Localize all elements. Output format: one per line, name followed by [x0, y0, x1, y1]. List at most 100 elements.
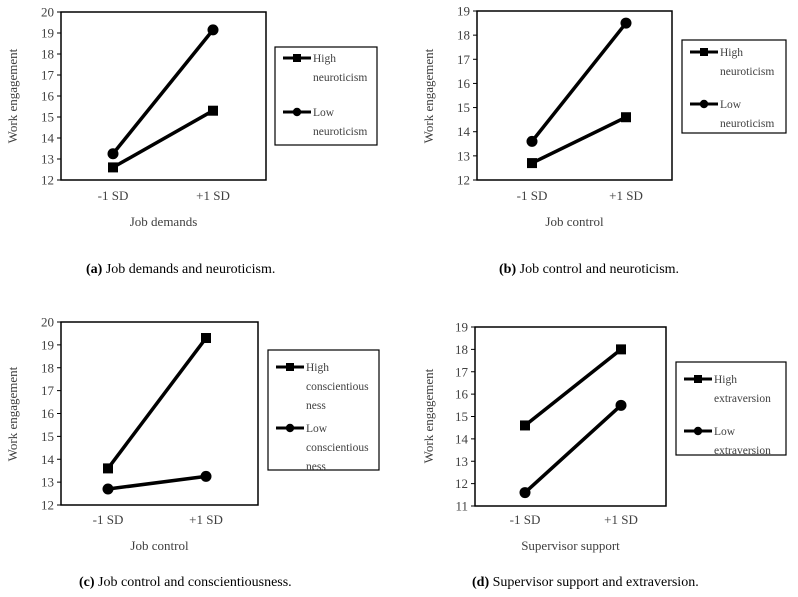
x-tick-label: -1 SD [510, 512, 541, 527]
legend: High conscientious ness Low conscientious nes… [267, 349, 380, 473]
y-tick-label: 13 [455, 454, 468, 469]
legend-label-line: Low [313, 107, 335, 119]
caption-d-label: (d) [472, 575, 490, 590]
data-point-square [520, 420, 530, 431]
legend-circle-marker [693, 426, 703, 436]
legend: High extraversion Low extraversion [675, 361, 787, 457]
plot-frame [60, 11, 267, 181]
legend-label-line: neuroticism [313, 126, 367, 138]
y-tick-label: 16 [41, 89, 55, 104]
y-tick-label: 20 [41, 315, 54, 330]
y-tick-label: 12 [41, 498, 54, 513]
legend-circle-marker [699, 99, 709, 109]
y-tick-label: 13 [457, 148, 470, 163]
x-axis-label: Job demands [130, 214, 198, 229]
legend-box [274, 46, 378, 146]
data-point-square [108, 162, 118, 173]
y-tick-label: 20 [41, 5, 54, 20]
legend-label-line: High [720, 47, 743, 59]
data-point-square [621, 112, 631, 123]
legend-label-line: ness [306, 461, 326, 473]
caption-a: (a) Job demands and neuroticism. [86, 262, 275, 278]
y-axis-label: Work engagement [5, 366, 20, 461]
y-tick-label: 12 [41, 173, 54, 188]
y-axis-label: Work engagement [421, 368, 436, 463]
legend-label-line: conscientious [306, 381, 369, 393]
y-tick-label: 15 [41, 429, 54, 444]
chart-panel-d: 11 12 13 14 15 16 17 18 19 -1 SD +1 SD Supervisor s… [421, 320, 787, 553]
y-tick-label: 19 [41, 26, 54, 41]
legend-label-line: High [306, 362, 329, 374]
legend-label-line: ness [306, 400, 326, 412]
legend-circle-marker [292, 107, 302, 117]
legend-label-line: High [714, 374, 737, 386]
y-tick-label: 16 [455, 387, 469, 402]
legend-label-line: Low [720, 99, 742, 111]
caption-a-text: Job demands and neuroticism. [105, 262, 276, 277]
legend-square-marker [286, 363, 294, 371]
x-tick-label: -1 SD [517, 188, 548, 203]
plot-frame [476, 10, 673, 181]
x-axis-label: Job control [130, 538, 189, 553]
series-line-square [112, 109, 214, 169]
y-tick-label: 13 [41, 152, 54, 167]
legend-circle-marker [285, 423, 295, 433]
legend-label-line: extraversion [714, 393, 771, 405]
y-tick-label: 18 [41, 360, 54, 375]
plot-frame [474, 326, 667, 507]
y-tick-label: 12 [457, 173, 470, 188]
series-line-square [106, 336, 208, 470]
x-tick-label: -1 SD [98, 188, 129, 203]
data-point-square [201, 333, 211, 344]
y-tick-label: 18 [457, 28, 470, 43]
x-tick-label: +1 SD [604, 512, 638, 527]
y-tick-label: 12 [455, 476, 468, 491]
caption-c: (c) Job control and conscientiousness. [79, 575, 292, 591]
legend-label-line: High [313, 53, 336, 65]
y-tick-label: 17 [457, 52, 471, 67]
x-axis-label: Supervisor support [521, 538, 620, 553]
data-point-circle [200, 470, 212, 482]
y-tick-label: 13 [41, 475, 54, 490]
legend-label-line: neuroticism [720, 118, 774, 130]
y-tick-label: 16 [457, 76, 471, 91]
caption-b: (b) Job control and neuroticism. [499, 262, 679, 278]
legend-label-line: conscientious [306, 442, 369, 454]
y-tick-label: 17 [41, 68, 55, 83]
x-tick-label: +1 SD [189, 512, 223, 527]
data-point-square [208, 105, 218, 116]
caption-b-label: (b) [499, 262, 517, 277]
series-line-circle [530, 21, 628, 143]
y-tick-label: 17 [41, 383, 55, 398]
legend-square-marker [293, 54, 301, 62]
data-point-circle [620, 17, 632, 29]
caption-d-text: Supervisor support and extraversion. [492, 575, 699, 590]
y-tick-label: 14 [455, 431, 469, 446]
data-point-square [103, 463, 113, 474]
y-tick-label: 14 [457, 124, 471, 139]
y-tick-label: 16 [41, 406, 55, 421]
legend-square-marker [700, 48, 708, 56]
y-tick-label: 11 [455, 499, 468, 514]
y-tick-label: 19 [457, 4, 470, 19]
caption-d: (d) Supervisor support and extraversion. [472, 575, 699, 591]
y-axis-label: Work engagement [421, 48, 436, 143]
y-axis-label: Work engagement [5, 48, 20, 143]
plot-frame [60, 321, 259, 506]
caption-b-text: Job control and neuroticism. [519, 262, 680, 277]
legend: High neuroticism Low neuroticism [681, 39, 787, 134]
y-tick-label: 15 [457, 100, 470, 115]
x-tick-label: +1 SD [196, 188, 230, 203]
series-line-square [523, 348, 623, 427]
data-point-circle [519, 487, 531, 499]
legend-label-line: Low [306, 423, 328, 435]
legend: High neuroticism Low neuroticism [274, 46, 378, 146]
data-point-circle [107, 148, 119, 160]
y-tick-label: 15 [455, 409, 468, 424]
y-tick-label: 14 [41, 131, 55, 146]
y-tick-label: 14 [41, 452, 55, 467]
y-tick-label: 17 [455, 364, 469, 379]
legend-square-marker [694, 375, 702, 383]
